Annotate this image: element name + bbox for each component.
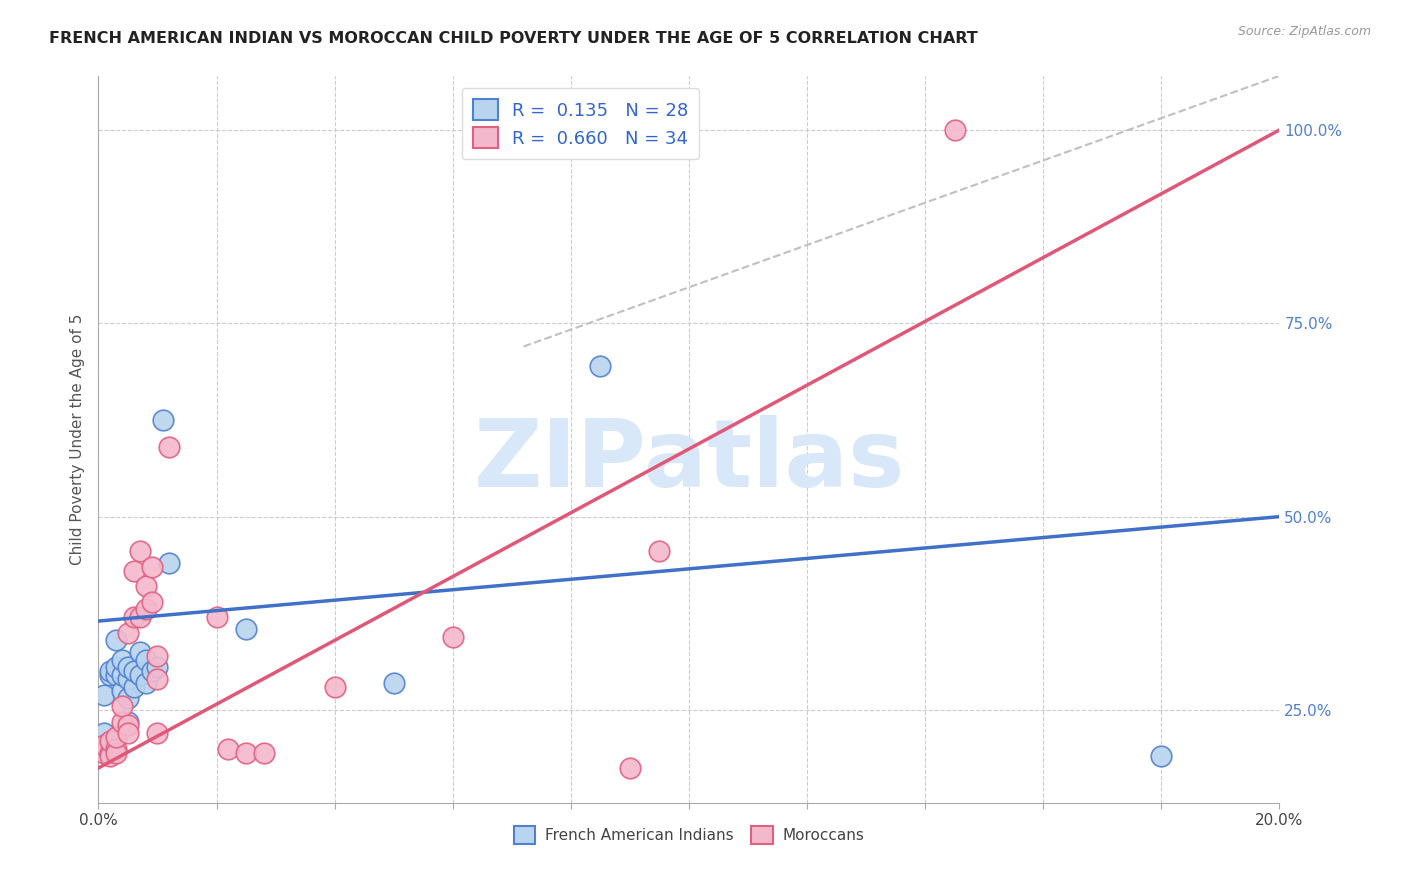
Point	[122, 680, 145, 694]
Text: FRENCH AMERICAN INDIAN VS MOROCCAN CHILD POVERTY UNDER THE AGE OF 5 CORRELATION : FRENCH AMERICAN INDIAN VS MOROCCAN CHILD…	[49, 31, 979, 46]
Point	[619, 761, 641, 775]
Point	[93, 738, 115, 752]
Point	[117, 660, 139, 674]
Point	[93, 746, 115, 760]
Point	[146, 660, 169, 674]
Point	[146, 672, 169, 686]
Point	[117, 625, 139, 640]
Point	[111, 668, 134, 682]
Point	[135, 653, 157, 667]
Point	[98, 749, 121, 764]
Point	[146, 648, 169, 663]
Point	[98, 668, 121, 682]
Point	[235, 622, 257, 636]
Point	[128, 544, 150, 558]
Point	[141, 665, 163, 679]
Point	[141, 560, 163, 574]
Y-axis label: Child Poverty Under the Age of 5: Child Poverty Under the Age of 5	[69, 314, 84, 565]
Point	[589, 359, 612, 373]
Point	[253, 746, 276, 760]
Point	[128, 610, 150, 624]
Point	[93, 726, 115, 740]
Point	[135, 602, 157, 616]
Point	[117, 718, 139, 732]
Point	[141, 595, 163, 609]
Point	[323, 680, 346, 694]
Point	[943, 123, 966, 137]
Point	[105, 746, 128, 760]
Point	[122, 665, 145, 679]
Point	[135, 676, 157, 690]
Point	[152, 413, 174, 427]
Point	[128, 668, 150, 682]
Text: Source: ZipAtlas.com: Source: ZipAtlas.com	[1237, 25, 1371, 38]
Point	[117, 726, 139, 740]
Point	[157, 440, 180, 454]
Point	[105, 633, 128, 648]
Point	[93, 688, 115, 702]
Point	[111, 699, 134, 714]
Point	[1150, 749, 1173, 764]
Point	[98, 665, 121, 679]
Point	[122, 564, 145, 578]
Point	[111, 683, 134, 698]
Point	[205, 610, 228, 624]
Point	[382, 676, 405, 690]
Point	[117, 672, 139, 686]
Point	[441, 630, 464, 644]
Text: ZIPatlas: ZIPatlas	[474, 415, 904, 508]
Point	[117, 691, 139, 706]
Point	[117, 714, 139, 729]
Point	[122, 610, 145, 624]
Point	[98, 734, 121, 748]
Point	[135, 579, 157, 593]
Legend: French American Indians, Moroccans: French American Indians, Moroccans	[508, 820, 870, 850]
Point	[128, 645, 150, 659]
Point	[105, 660, 128, 674]
Point	[105, 668, 128, 682]
Point	[235, 746, 257, 760]
Point	[105, 730, 128, 744]
Point	[146, 726, 169, 740]
Point	[157, 556, 180, 570]
Point	[111, 653, 134, 667]
Point	[105, 741, 128, 756]
Point	[217, 741, 239, 756]
Point	[111, 714, 134, 729]
Point	[98, 746, 121, 760]
Point	[648, 544, 671, 558]
